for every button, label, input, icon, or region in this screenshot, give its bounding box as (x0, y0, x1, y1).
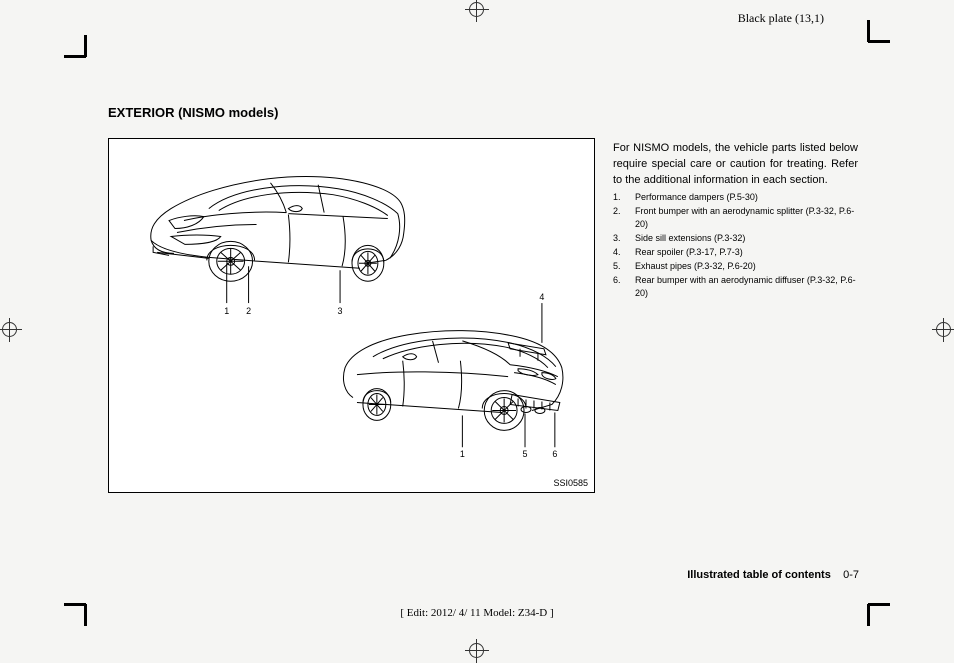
parts-list: 1.Performance dampers (P.5-30) 2.Front b… (613, 191, 858, 300)
parts-list-item: 3.Side sill extensions (P.3-32) (613, 232, 858, 245)
callout-label: 2 (246, 306, 251, 316)
callout-label: 1 (224, 306, 229, 316)
parts-list-item: 4.Rear spoiler (P.3-17, P.7-3) (613, 246, 858, 259)
callout-label: 1 (460, 449, 465, 459)
registration-mark (465, 0, 489, 22)
crop-mark (868, 40, 890, 43)
crop-mark (867, 20, 870, 42)
plate-label: Black plate (13,1) (738, 11, 824, 26)
registration-mark (465, 639, 489, 663)
parts-list-item: 5.Exhaust pipes (P.3-32, P.6-20) (613, 260, 858, 273)
footer-section-title: Illustrated table of contents (687, 569, 831, 581)
crop-mark (64, 55, 86, 58)
parts-list-item: 1.Performance dampers (P.5-30) (613, 191, 858, 204)
footer-page-number: 0-7 (843, 569, 859, 581)
exterior-diagram: 1 2 3 4 1 5 6 SSI0585 (108, 138, 595, 493)
callout-label: 3 (338, 306, 343, 316)
section-heading: EXTERIOR (NISMO models) (108, 105, 278, 120)
crop-mark (64, 603, 86, 606)
registration-mark (932, 318, 954, 342)
footer-section-page: Illustrated table of contents 0-7 (687, 569, 859, 581)
diagram-index-code: SSI0585 (553, 478, 588, 488)
crop-mark (84, 35, 87, 57)
footer-edit-info: [ Edit: 2012/ 4/ 11 Model: Z34-D ] (0, 607, 954, 619)
callout-label: 5 (523, 449, 528, 459)
parts-list-item: 6.Rear bumper with an aerodynamic diffus… (613, 274, 858, 300)
parts-list-item: 2.Front bumper with an aerodynamic split… (613, 205, 858, 231)
description-column: For NISMO models, the vehicle parts list… (613, 141, 858, 301)
intro-paragraph: For NISMO models, the vehicle parts list… (613, 141, 858, 189)
callout-label: 6 (552, 449, 557, 459)
manual-page: Black plate (13,1) EXTERIOR (NISMO model… (0, 0, 954, 661)
car-line-drawing: 1 2 3 4 1 5 6 (109, 139, 594, 492)
callout-label: 4 (539, 292, 544, 302)
crop-mark (868, 603, 890, 606)
registration-mark (0, 318, 22, 342)
